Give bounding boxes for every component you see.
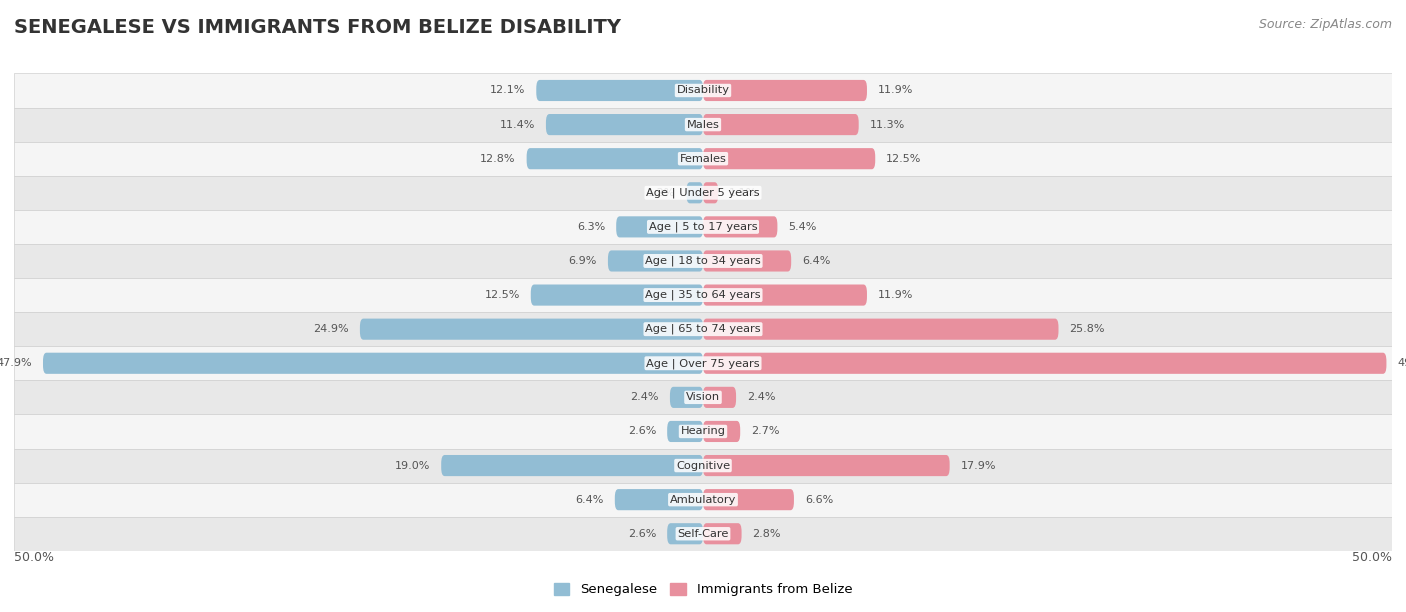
Text: Age | Over 75 years: Age | Over 75 years: [647, 358, 759, 368]
Text: SENEGALESE VS IMMIGRANTS FROM BELIZE DISABILITY: SENEGALESE VS IMMIGRANTS FROM BELIZE DIS…: [14, 18, 621, 37]
Text: 6.4%: 6.4%: [803, 256, 831, 266]
Text: 6.3%: 6.3%: [576, 222, 605, 232]
Text: Source: ZipAtlas.com: Source: ZipAtlas.com: [1258, 18, 1392, 31]
Text: 2.6%: 2.6%: [627, 427, 657, 436]
FancyBboxPatch shape: [614, 489, 703, 510]
FancyBboxPatch shape: [703, 353, 1386, 374]
Text: 2.4%: 2.4%: [747, 392, 776, 402]
FancyBboxPatch shape: [536, 80, 703, 101]
Text: 12.1%: 12.1%: [489, 86, 526, 95]
Text: 11.4%: 11.4%: [499, 119, 534, 130]
FancyBboxPatch shape: [531, 285, 703, 305]
Text: 50.0%: 50.0%: [1353, 551, 1392, 564]
Text: Hearing: Hearing: [681, 427, 725, 436]
Bar: [14, 312, 1392, 346]
Bar: [14, 210, 1392, 244]
FancyBboxPatch shape: [703, 523, 741, 544]
Text: 49.6%: 49.6%: [1398, 358, 1406, 368]
FancyBboxPatch shape: [703, 250, 792, 272]
Text: Age | 5 to 17 years: Age | 5 to 17 years: [648, 222, 758, 232]
Text: 12.8%: 12.8%: [479, 154, 516, 163]
FancyBboxPatch shape: [546, 114, 703, 135]
FancyBboxPatch shape: [703, 285, 868, 305]
Text: 2.8%: 2.8%: [752, 529, 782, 539]
Bar: [14, 380, 1392, 414]
Text: 19.0%: 19.0%: [395, 461, 430, 471]
Text: 24.9%: 24.9%: [314, 324, 349, 334]
FancyBboxPatch shape: [441, 455, 703, 476]
Text: 2.7%: 2.7%: [751, 427, 780, 436]
Text: 17.9%: 17.9%: [960, 461, 997, 471]
Bar: [14, 517, 1392, 551]
Text: 11.9%: 11.9%: [877, 290, 914, 300]
FancyBboxPatch shape: [686, 182, 703, 203]
Text: 47.9%: 47.9%: [0, 358, 32, 368]
Text: 1.1%: 1.1%: [730, 188, 758, 198]
FancyBboxPatch shape: [44, 353, 703, 374]
Text: 50.0%: 50.0%: [14, 551, 53, 564]
FancyBboxPatch shape: [668, 523, 703, 544]
Text: 11.9%: 11.9%: [877, 86, 914, 95]
Text: 25.8%: 25.8%: [1070, 324, 1105, 334]
Text: 2.6%: 2.6%: [627, 529, 657, 539]
FancyBboxPatch shape: [703, 182, 718, 203]
FancyBboxPatch shape: [607, 250, 703, 272]
FancyBboxPatch shape: [703, 489, 794, 510]
Bar: [14, 176, 1392, 210]
Bar: [14, 141, 1392, 176]
FancyBboxPatch shape: [703, 216, 778, 237]
FancyBboxPatch shape: [703, 80, 868, 101]
Bar: [14, 278, 1392, 312]
Text: Age | 35 to 64 years: Age | 35 to 64 years: [645, 290, 761, 300]
FancyBboxPatch shape: [703, 455, 949, 476]
Text: Self-Care: Self-Care: [678, 529, 728, 539]
Bar: [14, 108, 1392, 141]
Text: 6.9%: 6.9%: [568, 256, 598, 266]
FancyBboxPatch shape: [703, 319, 1059, 340]
FancyBboxPatch shape: [616, 216, 703, 237]
Bar: [14, 414, 1392, 449]
Text: Age | 18 to 34 years: Age | 18 to 34 years: [645, 256, 761, 266]
Text: 5.4%: 5.4%: [789, 222, 817, 232]
FancyBboxPatch shape: [668, 421, 703, 442]
Text: Disability: Disability: [676, 86, 730, 95]
Text: 12.5%: 12.5%: [886, 154, 922, 163]
Text: 11.3%: 11.3%: [870, 119, 905, 130]
Bar: [14, 244, 1392, 278]
Text: 2.4%: 2.4%: [630, 392, 659, 402]
Text: Males: Males: [686, 119, 720, 130]
Text: 6.4%: 6.4%: [575, 494, 603, 505]
Bar: [14, 449, 1392, 483]
FancyBboxPatch shape: [703, 148, 875, 170]
Legend: Senegalese, Immigrants from Belize: Senegalese, Immigrants from Belize: [548, 578, 858, 602]
Text: Females: Females: [679, 154, 727, 163]
Text: 1.2%: 1.2%: [647, 188, 675, 198]
Text: Ambulatory: Ambulatory: [669, 494, 737, 505]
FancyBboxPatch shape: [703, 421, 740, 442]
Bar: [14, 346, 1392, 380]
Text: Cognitive: Cognitive: [676, 461, 730, 471]
Bar: [14, 73, 1392, 108]
Text: 12.5%: 12.5%: [484, 290, 520, 300]
FancyBboxPatch shape: [669, 387, 703, 408]
Text: Age | 65 to 74 years: Age | 65 to 74 years: [645, 324, 761, 334]
FancyBboxPatch shape: [360, 319, 703, 340]
Text: Age | Under 5 years: Age | Under 5 years: [647, 187, 759, 198]
FancyBboxPatch shape: [527, 148, 703, 170]
Bar: [14, 483, 1392, 517]
FancyBboxPatch shape: [703, 114, 859, 135]
Text: 6.6%: 6.6%: [806, 494, 834, 505]
FancyBboxPatch shape: [703, 387, 737, 408]
Text: Vision: Vision: [686, 392, 720, 402]
